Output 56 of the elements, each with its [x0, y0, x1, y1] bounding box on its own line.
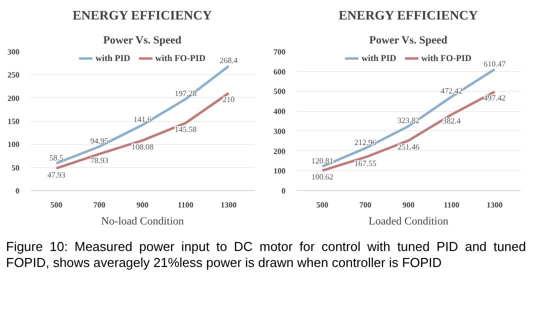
data-label: 108.08	[132, 142, 154, 152]
y-tick-label: 50	[12, 163, 20, 172]
data-label: 251.46	[398, 142, 420, 152]
x-tick-label: 700	[93, 200, 106, 210]
data-label: 197.28	[174, 89, 197, 98]
data-label: 47.93	[47, 170, 66, 180]
y-tick-label: 100	[8, 140, 20, 150]
data-label: 497.42	[484, 94, 506, 103]
y-tick-label: 0	[282, 186, 286, 196]
y-tick-label: 200	[8, 94, 20, 103]
x-tick-label: 900	[402, 200, 414, 210]
data-label: 100.62	[311, 172, 334, 182]
legend-label: with PID	[361, 53, 396, 63]
data-label: 268.4	[220, 56, 238, 66]
x-axis-title: No-load Condition	[101, 216, 184, 228]
data-label: 141.6	[134, 114, 152, 124]
y-tick-label: 600	[274, 67, 286, 76]
chart-title: ENERGY EFFICIENCY	[338, 8, 479, 22]
legend-label: with FO-PID	[155, 53, 206, 63]
data-label: 167.55	[354, 159, 376, 168]
x-tick-label: 500	[316, 200, 328, 210]
legend-label: with FO-PID	[421, 53, 472, 63]
x-tick-label: 1100	[444, 200, 460, 210]
y-tick-label: 300	[8, 48, 20, 56]
y-tick-label: 200	[274, 146, 286, 156]
data-label: 145.58	[174, 125, 197, 134]
data-label: 120.81	[311, 156, 334, 166]
y-tick-label: 400	[274, 107, 286, 116]
x-tick-label: 900	[136, 200, 148, 210]
chart-title: ENERGY EFFICIENCY	[72, 8, 213, 22]
data-label: 610.47	[484, 59, 506, 68]
data-label: 323.82	[398, 116, 420, 126]
y-tick-label: 0	[16, 186, 20, 196]
y-tick-label: 100	[274, 166, 286, 176]
data-label: 94.95	[90, 136, 108, 146]
chart-subtitle: Power Vs. Speed	[369, 34, 448, 46]
x-tick-label: 1300	[220, 200, 237, 210]
data-label: 382.4	[442, 116, 461, 126]
caption: Figure 10: Measured power input to DC motor for control with tuned PID and tuned FOPID, shows averagely 21%less power is drawn when controller is FOPID	[6, 239, 526, 272]
data-label: 78.93	[90, 156, 108, 165]
data-label: 212.96	[354, 138, 376, 148]
data-label: 472.42	[440, 86, 463, 96]
x-tick-label: 1300	[486, 200, 503, 210]
x-tick-label: 500	[50, 200, 62, 210]
y-tick-label: 250	[8, 70, 20, 80]
chart-subtitle: Power Vs. Speed	[103, 34, 182, 46]
y-tick-label: 150	[8, 117, 20, 126]
y-tick-label: 500	[274, 87, 286, 96]
x-tick-label: 1100	[178, 200, 194, 210]
x-axis-title: Loaded Condition	[368, 216, 449, 228]
y-tick-label: 700	[274, 48, 286, 56]
data-label: 58.5	[49, 153, 64, 162]
data-label: 210	[222, 95, 235, 104]
y-tick-label: 300	[274, 126, 286, 136]
legend-label: with PID	[95, 53, 130, 63]
x-tick-label: 700	[359, 200, 372, 210]
